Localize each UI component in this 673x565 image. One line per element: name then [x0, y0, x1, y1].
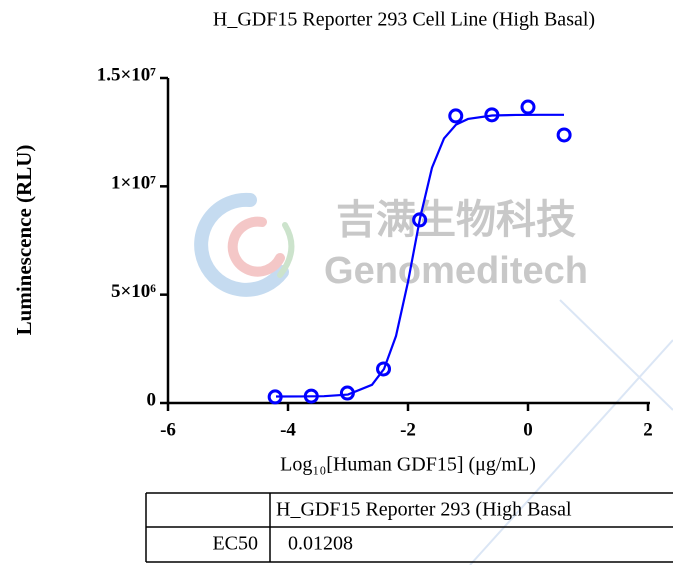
watermark-en: Genomeditech: [324, 250, 588, 292]
y-tick-label: 1.5×10⁷: [97, 64, 157, 85]
watermark-cn: 吉满生物科技: [336, 197, 576, 243]
x-tick-label: -6: [160, 419, 176, 440]
y-axis-label: Luminescence (RLU): [12, 145, 36, 336]
y-tick-label: 0: [147, 389, 157, 410]
x-tick-label: 0: [523, 419, 533, 440]
table-cell: EC50: [212, 533, 258, 555]
y-tick-label: 1×10⁷: [111, 173, 156, 194]
data-point: [556, 127, 572, 143]
chart-title: H_GDF15 Reporter 293 Cell Line (High Bas…: [213, 9, 595, 31]
table: [145, 492, 673, 563]
y-tick-label: 5×10⁶: [111, 281, 156, 302]
x-tick-label: 2: [643, 419, 653, 440]
x-tick-label: -2: [400, 419, 416, 440]
table-header: H_GDF15 Reporter 293 (High Basal: [276, 499, 572, 521]
x-tick-label: -4: [280, 419, 296, 440]
data-point: [520, 99, 536, 115]
table-cell: 0.01208: [288, 533, 353, 555]
data-point: [376, 361, 392, 377]
x-axis-label: Log₁₀[Human GDF15] (μg/mL): [280, 454, 536, 476]
fit-curve: [275, 113, 564, 398]
watermark-logo: [194, 192, 295, 297]
data-point: [448, 108, 464, 124]
